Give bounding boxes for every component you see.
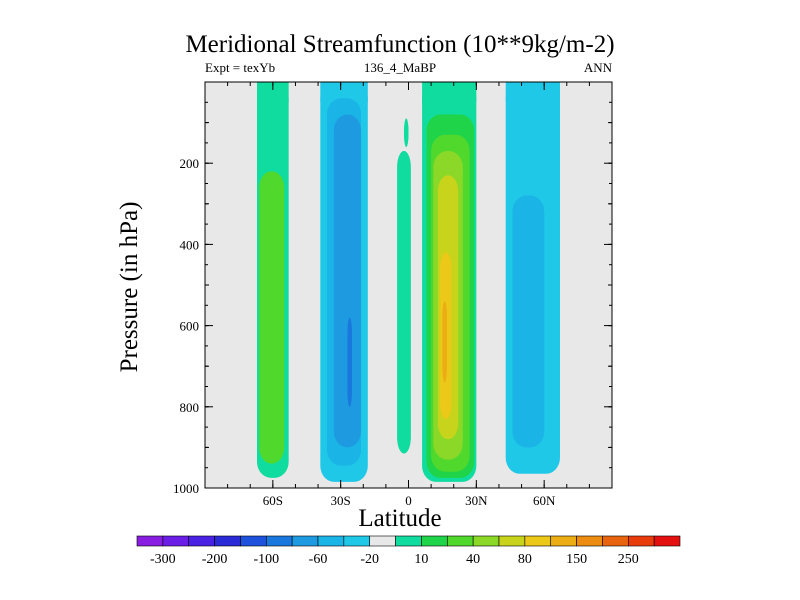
y-tick-label: 1000: [173, 481, 199, 496]
x-tick-label: 60N: [533, 493, 556, 508]
contour-region-inner: [259, 171, 285, 464]
experiment-label: Expt = texYb: [205, 60, 276, 75]
contour-region-top: [505, 82, 560, 102]
y-tick-label: 800: [180, 400, 200, 415]
x-tick-label: 60S: [263, 493, 283, 508]
y-tick-label: 400: [180, 237, 200, 252]
contour-region-top: [422, 82, 477, 102]
contour-region-inner: [512, 195, 545, 448]
y-tick-label: 200: [180, 156, 200, 171]
x-tick-label: 30S: [331, 493, 351, 508]
contour-region-top: [257, 82, 289, 102]
y-tick-label: 600: [180, 319, 200, 334]
y-axis-label: Pressure (in hPa): [116, 201, 143, 373]
contour-region-inner: [442, 301, 447, 383]
contour-fill-group: [257, 82, 560, 482]
x-tick-label: 0: [405, 493, 412, 508]
contour-region-inner: [333, 114, 362, 448]
x-tick-label: 30N: [465, 493, 488, 508]
run-label: 136_4_MaBP: [363, 60, 437, 75]
contour-region-inner: [403, 118, 409, 147]
contour-region-inner: [397, 151, 411, 454]
contour-region-inner: [347, 317, 352, 407]
contour-region-top: [320, 82, 368, 102]
season-label: ANN: [583, 60, 612, 75]
chart-title: Meridional Streamfunction (10**9kg/m-2): [185, 31, 615, 58]
x-axis-label: Latitude: [358, 505, 442, 532]
